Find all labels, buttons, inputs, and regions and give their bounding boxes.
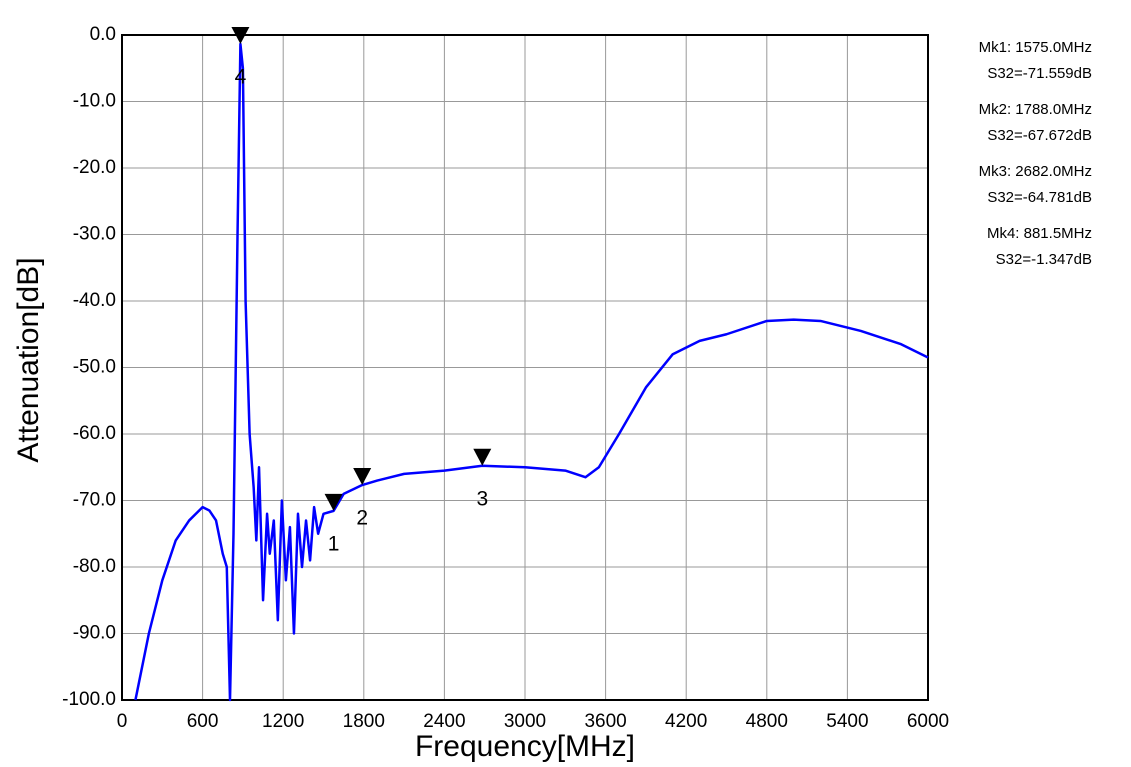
marker-label: 2 (356, 507, 368, 530)
readout-frequency: Mk3: 2682.0MHz (979, 163, 1092, 180)
y-tick-label: -30.0 (73, 224, 116, 245)
y-tick-label: -60.0 (73, 423, 116, 444)
x-tick-label: 0 (117, 711, 128, 732)
marker-label: 3 (476, 487, 488, 510)
readout-value: S32=-67.672dB (987, 127, 1092, 144)
x-axis-title: Frequency[MHz] (415, 730, 635, 763)
y-tick-label: -70.0 (73, 490, 116, 511)
readout-value: S32=-1.347dB (996, 251, 1092, 268)
y-tick-label: -10.0 (73, 91, 116, 112)
x-tick-label: 2400 (423, 711, 465, 732)
readout-frequency: Mk1: 1575.0MHz (979, 39, 1092, 56)
y-tick-label: -40.0 (73, 290, 116, 311)
y-tick-label: -90.0 (73, 623, 116, 644)
marker (353, 468, 372, 486)
data-line (134, 42, 929, 702)
x-tick-label: 1200 (262, 711, 304, 732)
marker-label: 1 (328, 532, 340, 555)
x-tick-label: 4200 (665, 711, 707, 732)
readout-value: S32=-64.781dB (987, 189, 1092, 206)
x-tick-label: 5400 (826, 711, 868, 732)
y-tick-label: -100.0 (62, 689, 116, 710)
marker (231, 26, 250, 44)
readout-frequency: Mk2: 1788.0MHz (979, 101, 1092, 118)
readout-frequency: Mk4: 881.5MHz (987, 225, 1092, 242)
marker (324, 493, 343, 511)
x-tick-label: 1800 (343, 711, 385, 732)
x-tick-label: 4800 (746, 711, 788, 732)
y-tick-label: -20.0 (73, 157, 116, 178)
plot-frame (121, 34, 929, 701)
x-tick-label: 6000 (907, 711, 949, 732)
y-tick-label: -80.0 (73, 556, 116, 577)
marker-label: 4 (235, 66, 247, 89)
readout-value: S32=-71.559dB (987, 65, 1092, 82)
marker (473, 448, 492, 466)
x-tick-label: 600 (187, 711, 219, 732)
x-tick-label: 3000 (504, 711, 546, 732)
y-tick-label: -50.0 (73, 357, 116, 378)
x-tick-label: 3600 (584, 711, 626, 732)
y-axis-title: Attenuation[dB] (12, 257, 45, 462)
y-tick-label: 0.0 (90, 24, 116, 45)
